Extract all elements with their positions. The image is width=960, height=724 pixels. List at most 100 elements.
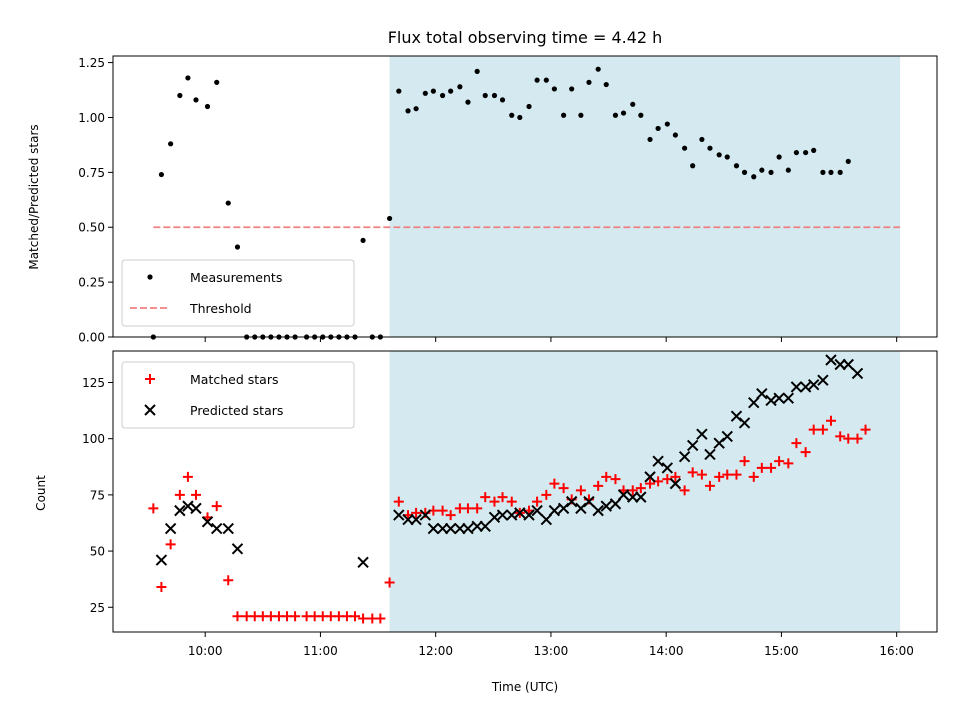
matched-star-marker [165,539,176,550]
top-measurement-point [751,174,757,180]
matched-star-marker [774,456,785,467]
xtick-label: 15:00 [764,644,799,658]
top-measurement-point [396,88,402,94]
bottom-legend-label: Predicted stars [190,403,283,418]
matched-star-marker [627,485,638,496]
top-measurement-point [225,200,231,206]
matched-star-marker [756,462,767,473]
top-measurement-point [386,215,393,222]
top-measurement-point [543,77,549,83]
matched-star-marker [808,424,819,435]
predicted-star-marker [799,381,812,393]
top-legend-box [121,259,355,327]
matched-star-marker [825,415,836,426]
predicted-star-marker [488,511,501,524]
top-measurement-point [620,110,627,116]
predicted-star-marker [592,504,604,517]
top-measurement-point [811,147,817,153]
predicted-star-marker [817,374,829,386]
matched-star-marker [766,462,777,473]
predicted-star-marker [174,504,186,517]
matched-star-marker [687,467,698,478]
matched-star-marker [148,503,159,514]
matched-star-marker [223,575,234,586]
predicted-star-marker [357,556,369,569]
predicted-star-marker [851,367,864,380]
matched-star-marker [445,510,456,521]
top-measurement-point [499,97,506,103]
top-measurement-point [716,152,722,158]
top-measurement-point [465,99,471,105]
predicted-star-marker [506,509,518,521]
top-measurement-point [234,244,241,250]
top-measurement-point [845,158,851,164]
xtick-label: 11:00 [303,644,338,658]
predicted-star-marker [531,504,543,517]
predicted-star-marker [635,491,647,503]
predicted-star-marker [201,516,214,528]
top-measurement-point [837,169,843,175]
matched-star-marker [791,438,802,449]
top-ylabel: Matched/Predicted stars [27,124,41,269]
top-measurement-point [430,88,436,94]
top-measurement-point [803,149,809,156]
predicted-star-marker [686,439,699,452]
top-ytick-label: 0.50 [78,221,105,235]
predicted-star-marker [211,522,223,535]
predicted-star-marker [600,500,612,512]
bottom-ytick-label: 25 [90,601,105,615]
matched-star-marker [497,492,508,503]
predicted-star-marker [444,522,457,535]
xtick-label: 16:00 [879,644,914,658]
top-measurement-point [776,154,782,160]
predicted-star-marker [565,495,578,508]
predicted-star-marker [496,509,509,521]
predicted-star-marker [231,543,244,555]
bottom-ylabel: Count [34,475,48,511]
top-ytick-label: 0.75 [78,166,105,180]
predicted-star-marker [644,471,656,483]
predicted-star-marker [678,450,691,463]
top-measurement-point [578,112,584,118]
matched-star-marker [670,471,681,482]
matched-star-marker [358,613,369,624]
top-measurement-point [664,121,670,127]
top-measurement-point [204,103,211,110]
top-measurement-point [828,169,834,175]
top-measurement-point [413,106,419,112]
top-measurement-point [682,145,688,151]
top-ytick-label: 0.00 [78,331,105,345]
predicted-star-marker [756,388,768,400]
predicted-star-marker [669,477,682,490]
predicted-star-marker [773,392,785,404]
matched-star-marker [722,469,733,480]
matched-star-marker [532,496,543,507]
top-measurement-point [793,149,800,156]
matched-star-marker [489,496,500,507]
top-measurement-point [733,163,740,169]
top-measurement-point [360,237,366,244]
top-measurement-point [448,88,454,94]
top-ytick-label: 1.00 [78,111,105,125]
matched-star-marker [843,433,854,444]
top-measurement-point [422,90,428,96]
matched-star-marker [174,489,185,500]
top-measurement-point [551,86,557,92]
matched-star-marker [350,611,361,622]
matched-star-marker [783,458,794,469]
predicted-star-marker [427,522,440,535]
matched-star-marker [393,496,404,507]
matched-star-marker [472,503,483,514]
matched-star-marker [232,611,243,622]
xtick-label: 10:00 [188,644,223,658]
bottom-xlabel: Time (UTC) [491,680,558,694]
predicted-star-marker [164,522,177,535]
predicted-star-marker [617,489,630,501]
predicted-star-marker [652,455,664,467]
top-panel-measurements: 0.00 0.25 0.50 0.75 1.00 1.25 Measurements Thre… [78,55,938,345]
predicted-star-marker [748,396,760,409]
top-measurement-point [214,79,220,85]
predicted-star-marker [696,428,708,440]
top-measurement-point [595,66,601,72]
matched-star-marker [635,483,646,494]
